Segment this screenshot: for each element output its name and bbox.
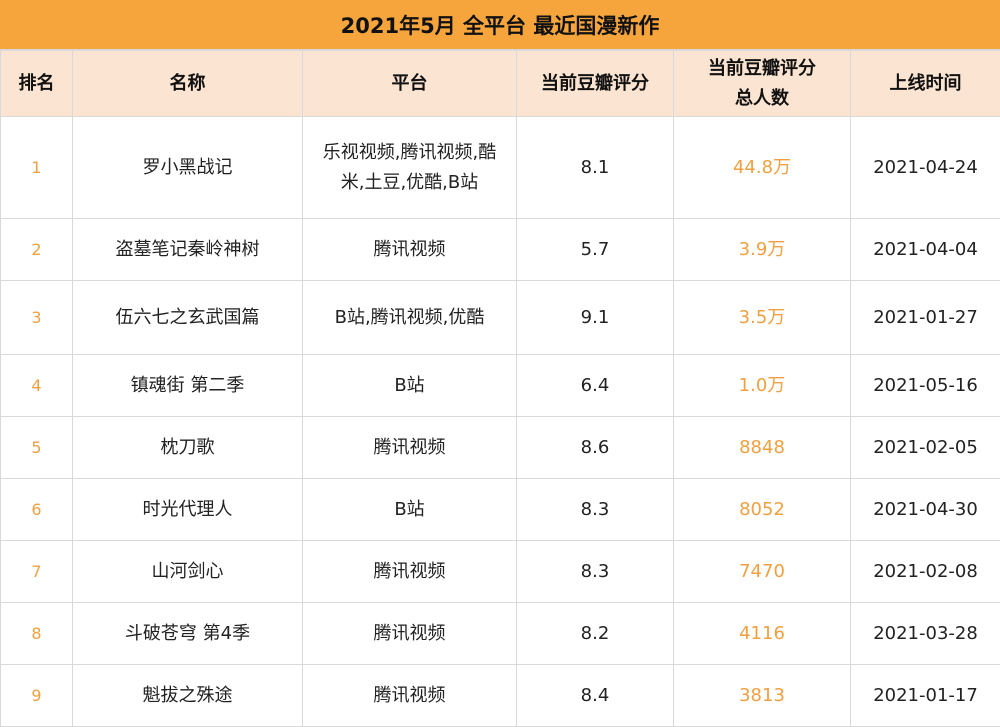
score-cell: 8.4 xyxy=(517,665,674,727)
platform-cell: B站,腾讯视频,优酷 xyxy=(303,281,517,355)
header-rank: 排名 xyxy=(1,51,73,117)
table-row: 8 斗破苍穹 第4季 腾讯视频 8.2 4116 2021-03-28 xyxy=(1,603,1000,665)
total-cell: 8848 xyxy=(674,417,851,479)
name-cell: 枕刀歌 xyxy=(73,417,303,479)
rank-cell: 8 xyxy=(1,603,73,665)
date-cell: 2021-02-05 xyxy=(851,417,1000,479)
rank-cell: 5 xyxy=(1,417,73,479)
header-total: 当前豆瓣评分总人数 xyxy=(674,51,851,117)
name-cell: 山河剑心 xyxy=(73,541,303,603)
platform-cell: 腾讯视频 xyxy=(303,665,517,727)
total-cell: 44.8万 xyxy=(674,117,851,219)
total-cell: 7470 xyxy=(674,541,851,603)
rank-cell: 3 xyxy=(1,281,73,355)
total-cell: 1.0万 xyxy=(674,355,851,417)
name-cell: 时光代理人 xyxy=(73,479,303,541)
name-cell: 盗墓笔记秦岭神树 xyxy=(73,219,303,281)
date-cell: 2021-04-24 xyxy=(851,117,1000,219)
total-cell: 3.9万 xyxy=(674,219,851,281)
total-cell: 3813 xyxy=(674,665,851,727)
total-cell: 4116 xyxy=(674,603,851,665)
score-cell: 8.2 xyxy=(517,603,674,665)
page-title: 2021年5月 全平台 最近国漫新作 xyxy=(0,0,1000,50)
rank-cell: 4 xyxy=(1,355,73,417)
header-score: 当前豆瓣评分 xyxy=(517,51,674,117)
score-cell: 8.6 xyxy=(517,417,674,479)
name-cell: 伍六七之玄武国篇 xyxy=(73,281,303,355)
score-cell: 8.3 xyxy=(517,541,674,603)
header-date: 上线时间 xyxy=(851,51,1000,117)
platform-cell: 腾讯视频 xyxy=(303,603,517,665)
name-cell: 魁拔之殊途 xyxy=(73,665,303,727)
rank-cell: 1 xyxy=(1,117,73,219)
name-cell: 罗小黑战记 xyxy=(73,117,303,219)
ranking-table: 排名 名称 平台 当前豆瓣评分 当前豆瓣评分总人数 上线时间 1 罗小黑战记 乐… xyxy=(0,50,1000,727)
table-row: 5 枕刀歌 腾讯视频 8.6 8848 2021-02-05 xyxy=(1,417,1000,479)
platform-cell: 腾讯视频 xyxy=(303,541,517,603)
score-cell: 5.7 xyxy=(517,219,674,281)
header-platform: 平台 xyxy=(303,51,517,117)
rank-cell: 9 xyxy=(1,665,73,727)
table-row: 2 盗墓笔记秦岭神树 腾讯视频 5.7 3.9万 2021-04-04 xyxy=(1,219,1000,281)
rank-cell: 2 xyxy=(1,219,73,281)
date-cell: 2021-02-08 xyxy=(851,541,1000,603)
platform-cell: 腾讯视频 xyxy=(303,219,517,281)
header-name: 名称 xyxy=(73,51,303,117)
date-cell: 2021-03-28 xyxy=(851,603,1000,665)
platform-cell: 腾讯视频 xyxy=(303,417,517,479)
rank-cell: 7 xyxy=(1,541,73,603)
platform-cell: B站 xyxy=(303,479,517,541)
table-row: 7 山河剑心 腾讯视频 8.3 7470 2021-02-08 xyxy=(1,541,1000,603)
date-cell: 2021-01-17 xyxy=(851,665,1000,727)
table-row: 9 魁拔之殊途 腾讯视频 8.4 3813 2021-01-17 xyxy=(1,665,1000,727)
score-cell: 8.3 xyxy=(517,479,674,541)
table-row: 4 镇魂街 第二季 B站 6.4 1.0万 2021-05-16 xyxy=(1,355,1000,417)
table-header-row: 排名 名称 平台 当前豆瓣评分 当前豆瓣评分总人数 上线时间 xyxy=(1,51,1000,117)
table-row: 6 时光代理人 B站 8.3 8052 2021-04-30 xyxy=(1,479,1000,541)
name-cell: 斗破苍穹 第4季 xyxy=(73,603,303,665)
date-cell: 2021-01-27 xyxy=(851,281,1000,355)
score-cell: 6.4 xyxy=(517,355,674,417)
table-row: 3 伍六七之玄武国篇 B站,腾讯视频,优酷 9.1 3.5万 2021-01-2… xyxy=(1,281,1000,355)
total-cell: 8052 xyxy=(674,479,851,541)
date-cell: 2021-04-04 xyxy=(851,219,1000,281)
score-cell: 8.1 xyxy=(517,117,674,219)
name-cell: 镇魂街 第二季 xyxy=(73,355,303,417)
rank-cell: 6 xyxy=(1,479,73,541)
table-row: 1 罗小黑战记 乐视视频,腾讯视频,酷米,土豆,优酷,B站 8.1 44.8万 … xyxy=(1,117,1000,219)
total-cell: 3.5万 xyxy=(674,281,851,355)
platform-cell: 乐视视频,腾讯视频,酷米,土豆,优酷,B站 xyxy=(303,117,517,219)
platform-cell: B站 xyxy=(303,355,517,417)
score-cell: 9.1 xyxy=(517,281,674,355)
date-cell: 2021-04-30 xyxy=(851,479,1000,541)
date-cell: 2021-05-16 xyxy=(851,355,1000,417)
